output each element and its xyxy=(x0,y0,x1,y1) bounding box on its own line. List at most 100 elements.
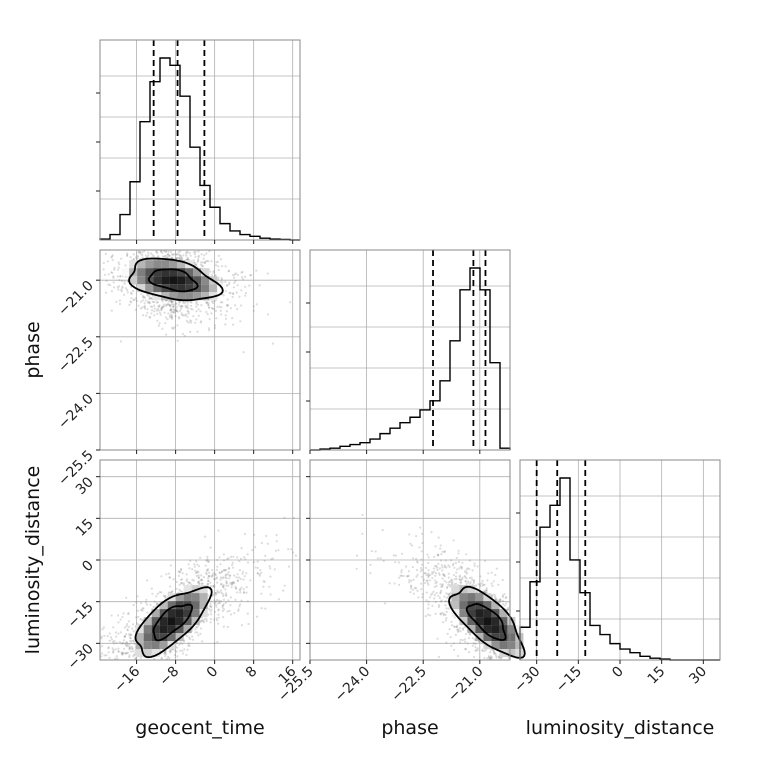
scatter-point xyxy=(447,576,450,579)
scatter-point xyxy=(224,601,227,604)
scatter-point xyxy=(405,575,409,578)
scatter-point xyxy=(230,613,233,616)
scatter-point xyxy=(239,557,243,560)
scatter-point xyxy=(181,590,184,594)
scatter-point xyxy=(464,633,468,636)
density-cell xyxy=(135,633,144,642)
scatter-point xyxy=(468,559,471,562)
density-cell xyxy=(153,260,162,269)
scatter-point xyxy=(236,556,239,559)
scatter-point xyxy=(426,553,429,556)
scatter-point xyxy=(506,608,510,612)
scatter-point xyxy=(427,569,430,572)
scatter-point xyxy=(231,563,234,567)
scatter-point xyxy=(212,307,215,311)
scatter-point xyxy=(487,655,491,658)
scatter-point xyxy=(499,657,503,660)
scatter-point xyxy=(494,596,497,600)
scatter-point xyxy=(459,627,462,630)
scatter-point xyxy=(185,250,188,253)
scatter-point xyxy=(168,254,171,257)
scatter-point xyxy=(439,583,442,586)
scatter-point xyxy=(136,622,139,625)
density-cell xyxy=(153,268,162,277)
density-cell xyxy=(467,585,476,594)
scatter-point xyxy=(146,311,149,314)
scatter-point xyxy=(458,574,462,577)
scatter-point xyxy=(429,573,432,576)
scatter-point xyxy=(484,589,487,592)
scatter-point xyxy=(271,557,274,560)
scatter-point xyxy=(214,593,217,596)
scatter-point xyxy=(210,584,213,588)
density-cell xyxy=(137,268,146,277)
scatter-point xyxy=(428,596,431,599)
scatter-point xyxy=(195,301,198,304)
scatter-point xyxy=(138,251,141,254)
scatter-point xyxy=(421,532,424,535)
density-cell xyxy=(167,625,176,634)
scatter-point xyxy=(227,557,230,560)
density-cell xyxy=(145,284,154,293)
density-cell xyxy=(491,601,500,610)
scatter-point xyxy=(169,309,172,312)
density-cell xyxy=(175,617,184,626)
density-cell xyxy=(183,585,192,594)
scatter-point xyxy=(494,652,497,655)
density-cell xyxy=(209,284,218,293)
scatter-point xyxy=(132,650,135,653)
scatter-point xyxy=(122,651,125,654)
scatter-point xyxy=(212,618,216,621)
scatter-point xyxy=(122,639,126,642)
scatter-point xyxy=(440,564,443,567)
scatter-point xyxy=(234,280,237,283)
density-cell xyxy=(153,292,162,301)
scatter-point xyxy=(227,584,230,587)
scatter-point xyxy=(161,300,164,303)
scatter-point xyxy=(433,555,436,558)
scatter-point xyxy=(210,273,213,277)
scatter-point xyxy=(239,603,242,606)
scatter-point xyxy=(150,312,153,315)
scatter-point xyxy=(246,600,249,603)
scatter-point xyxy=(169,651,172,654)
scatter-point xyxy=(443,574,446,577)
scatter-point xyxy=(469,581,472,584)
scatter-point xyxy=(178,588,181,592)
scatter-point xyxy=(439,613,442,616)
scatter-point xyxy=(108,632,111,635)
scatter-point xyxy=(206,301,209,304)
scatter-point xyxy=(415,535,418,538)
density-cell xyxy=(193,276,202,285)
scatter-point xyxy=(141,251,144,254)
scatter-point xyxy=(221,584,224,588)
scatter-point xyxy=(415,557,418,561)
scatter-point xyxy=(212,593,215,596)
scatter-point xyxy=(224,568,227,571)
scatter-point xyxy=(193,563,196,566)
scatter-point xyxy=(167,655,170,659)
scatter-point xyxy=(420,563,424,566)
scatter-point xyxy=(231,295,234,299)
scatter-point xyxy=(213,585,216,588)
scatter-point xyxy=(128,647,131,650)
density-cell xyxy=(145,268,154,277)
scatter-point xyxy=(128,645,131,648)
scatter-point xyxy=(440,553,443,556)
scatter-point xyxy=(219,301,222,304)
scatter-point xyxy=(263,580,266,583)
scatter-point xyxy=(210,605,213,609)
scatter-point xyxy=(443,579,446,583)
scatter-point xyxy=(128,654,131,657)
scatter-point xyxy=(205,569,208,572)
scatter-point xyxy=(196,570,199,573)
density-cell xyxy=(185,276,194,285)
scatter-point xyxy=(179,250,182,253)
scatter-point xyxy=(440,599,443,602)
scatter-point xyxy=(225,317,228,320)
ylabel-phase: phase xyxy=(22,321,44,378)
scatter-point xyxy=(128,655,131,659)
density-cell xyxy=(185,292,194,301)
scatter-point xyxy=(430,531,433,534)
scatter-point xyxy=(229,555,233,559)
